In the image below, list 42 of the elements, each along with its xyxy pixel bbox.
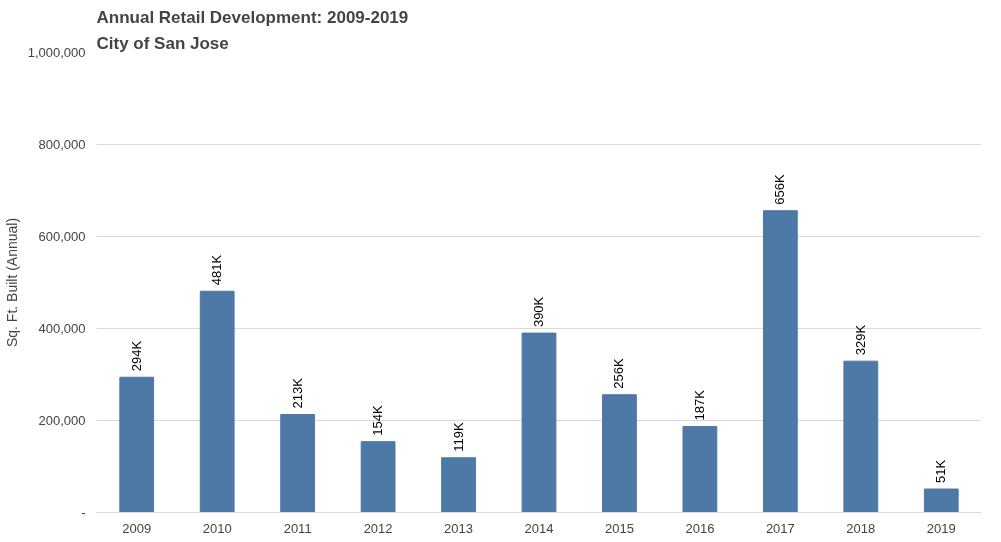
- x-tick-label: 2011: [283, 520, 312, 536]
- data-label: 119K: [450, 422, 466, 452]
- x-tick-label: 2014: [524, 520, 554, 536]
- x-tick-label: 2009: [122, 520, 152, 536]
- y-axis-title: Sq. Ft. Built (Annual): [3, 217, 20, 348]
- bar: [280, 414, 316, 513]
- bar: [602, 394, 637, 513]
- bar: [119, 376, 155, 513]
- bar: [521, 332, 557, 513]
- data-label: 656K: [772, 174, 788, 205]
- x-tick-label: 2018: [846, 520, 876, 536]
- data-label: 390K: [531, 296, 546, 328]
- data-label: 256K: [611, 358, 627, 389]
- y-tick-label: 1,000,000: [27, 45, 86, 60]
- bar: [843, 360, 879, 513]
- bar: [682, 425, 718, 513]
- x-tick-label: 2017: [765, 520, 795, 536]
- y-tick-label: 600,000: [38, 229, 86, 244]
- data-label: 329K: [852, 324, 868, 356]
- x-tick-label: 2016: [685, 520, 715, 536]
- chart-subtitle: City of San Jose: [96, 33, 229, 53]
- bar: [199, 290, 235, 513]
- data-label: 481K: [209, 254, 225, 286]
- x-tick-label: 2010: [202, 520, 232, 536]
- data-label: 51K: [933, 459, 949, 484]
- data-label: 154K: [370, 404, 386, 436]
- bar: [923, 488, 959, 513]
- data-label: 294K: [128, 340, 144, 372]
- bar: [441, 457, 476, 513]
- x-tick-label: 2019: [926, 520, 956, 536]
- x-tick-label: 2013: [444, 520, 474, 536]
- y-tick-label: -: [81, 505, 86, 520]
- x-tick-label: 2015: [604, 520, 634, 536]
- y-tick-label: 400,000: [38, 321, 86, 336]
- data-label: 187K: [691, 389, 707, 421]
- chart-title: Annual Retail Development: 2009-2019: [96, 7, 409, 27]
- data-label: 213K: [289, 377, 305, 409]
- y-tick-label: 800,000: [38, 137, 86, 152]
- bar: [360, 441, 396, 513]
- y-tick-label: 200,000: [38, 413, 86, 428]
- x-tick-label: 2012: [363, 520, 393, 536]
- bar: [762, 210, 798, 513]
